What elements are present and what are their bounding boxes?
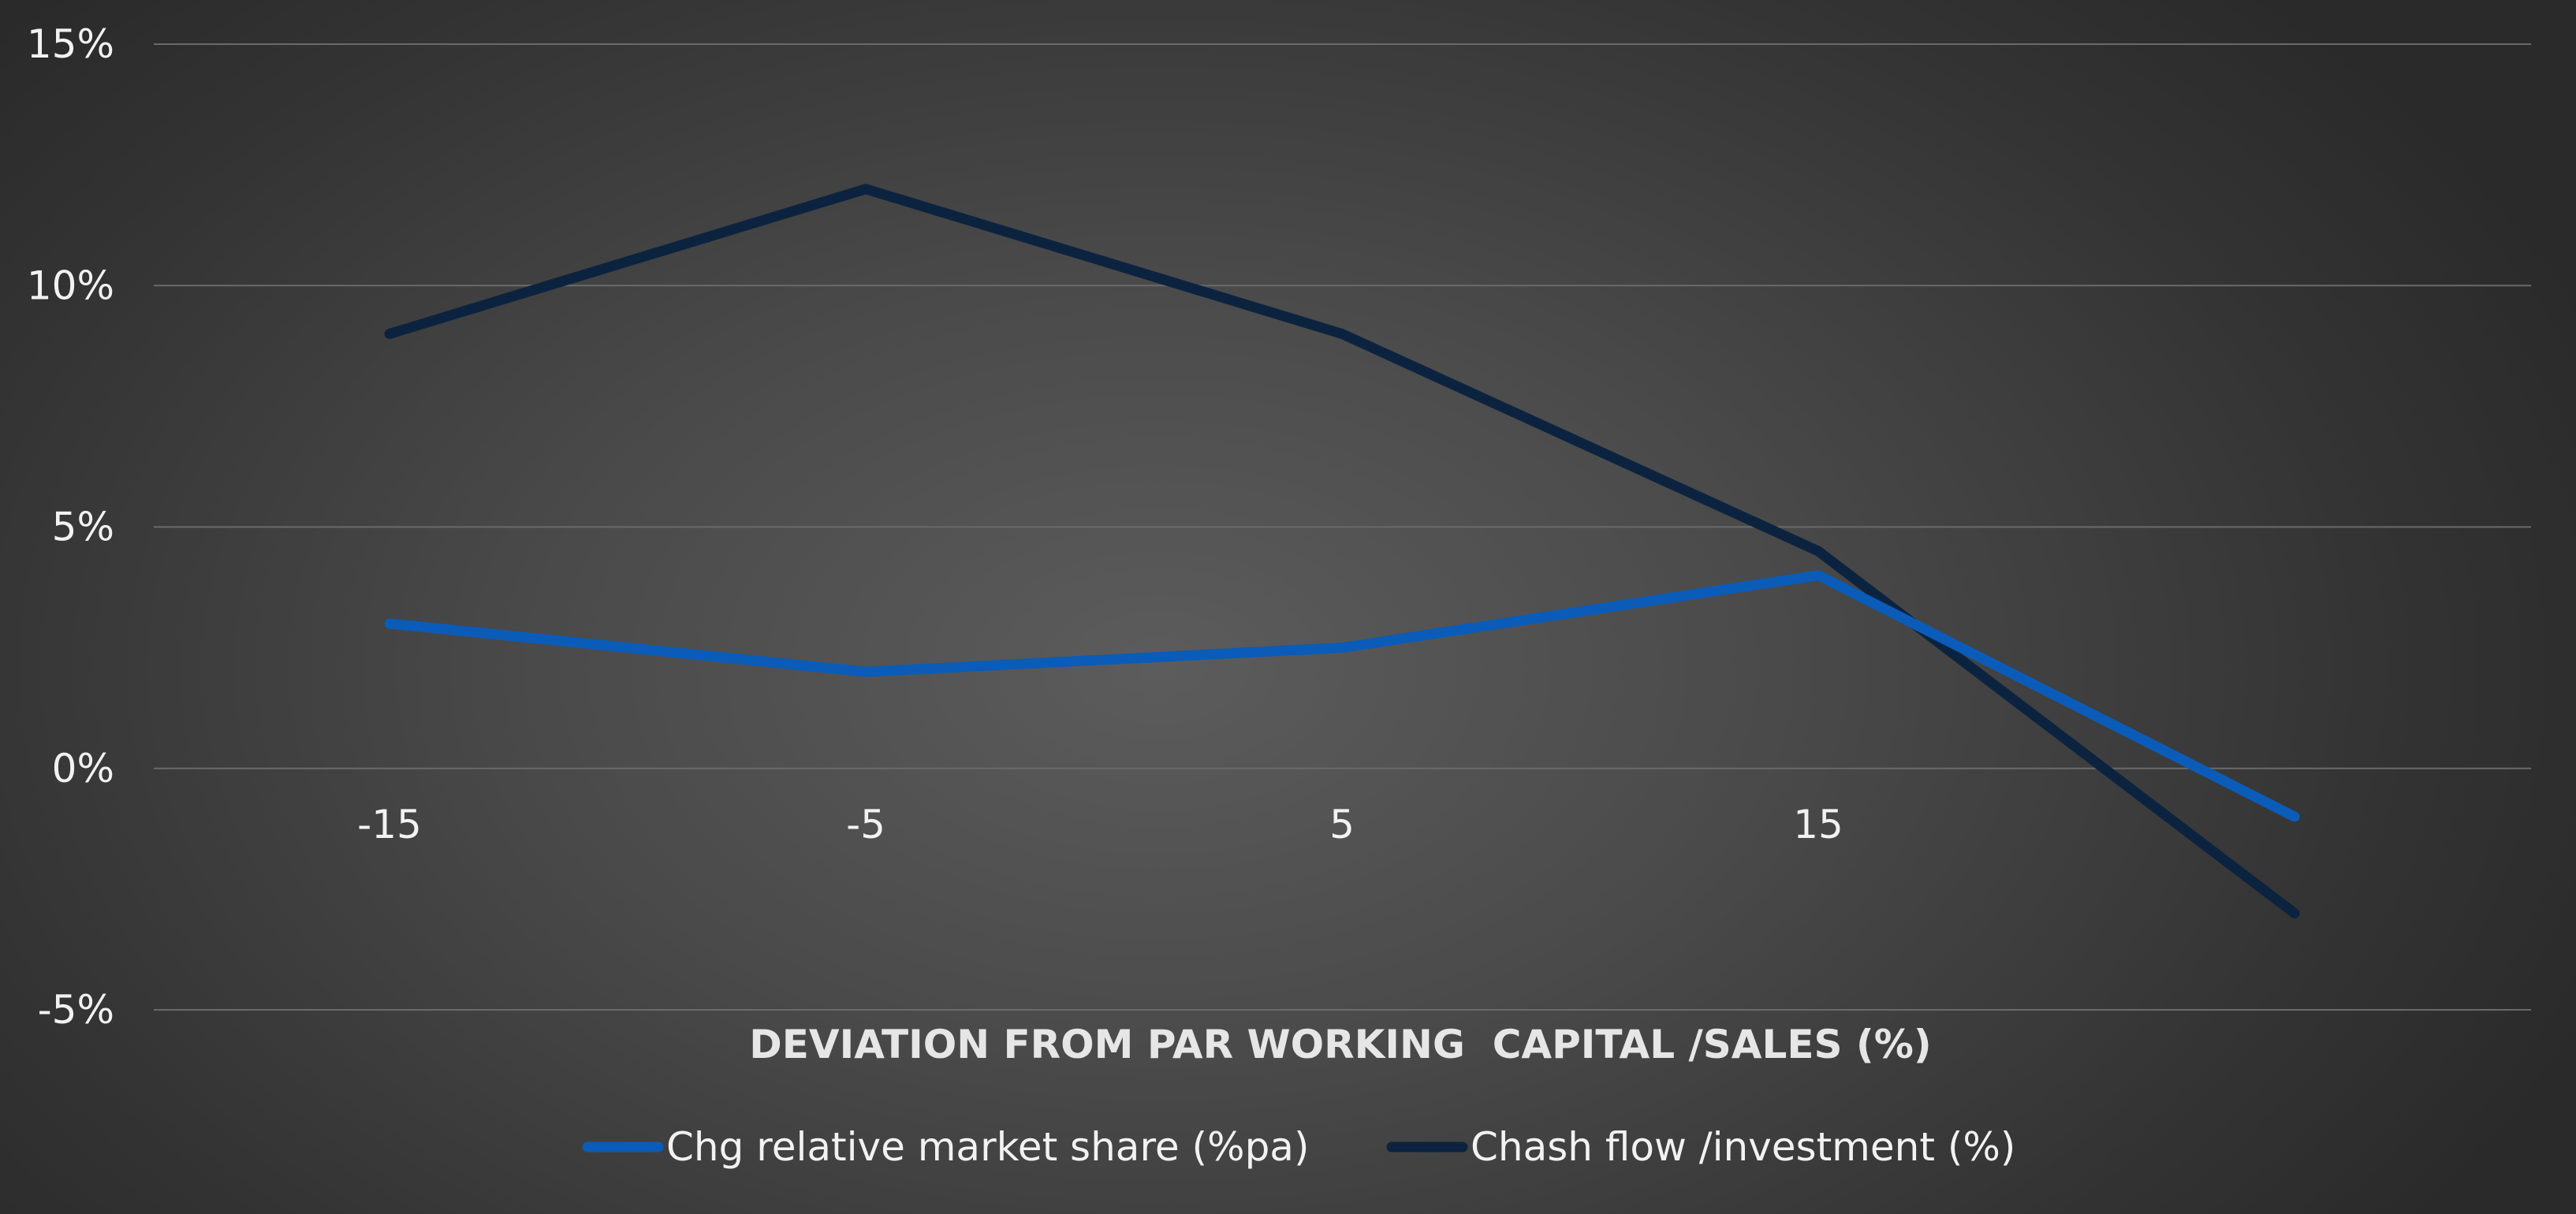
- series-lines: [384, 184, 2300, 918]
- x-tick-label: -5: [846, 802, 885, 847]
- legend-label: Chash flow /investment (%): [1471, 1124, 2015, 1170]
- legend: Chg relative market share (%pa) Chash flo…: [582, 1124, 2015, 1170]
- x-axis-label: DEVIATION FROM PAR WORKING CAPITAL /SALE…: [749, 1022, 1931, 1067]
- gridlines: [154, 43, 2531, 1011]
- x-tick-label: -15: [357, 802, 422, 847]
- x-axis-ticks: -15 -5 5 15: [357, 802, 1843, 847]
- series-line-2: [384, 184, 2300, 918]
- series-line-1: [384, 570, 2300, 822]
- y-tick-label: 10%: [27, 263, 114, 308]
- legend-label: Chg relative market share (%pa): [666, 1124, 1309, 1170]
- y-tick-label: 0%: [52, 746, 114, 791]
- y-axis-ticks: -5% 0% 5% 10% 15%: [27, 21, 114, 1033]
- x-tick-label: 15: [1793, 802, 1843, 847]
- y-tick-label: 15%: [27, 21, 114, 67]
- y-tick-label: 5%: [52, 505, 114, 550]
- y-tick-label: -5%: [38, 987, 114, 1033]
- x-tick-label: 5: [1329, 802, 1355, 847]
